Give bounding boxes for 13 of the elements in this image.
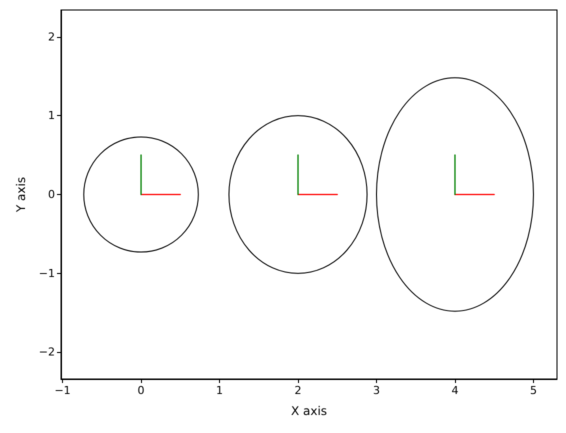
- y-tick-label: −1: [38, 266, 55, 280]
- y-tick-label: −2: [38, 346, 55, 359]
- y-axis-title: Y axis: [14, 176, 28, 214]
- x-tick-label: 4: [451, 384, 458, 397]
- x-tick-label: 1: [216, 384, 224, 397]
- y-tick-label: 2: [48, 30, 55, 44]
- x-tick-label: 0: [138, 384, 145, 397]
- x-axis-title: X axis: [290, 404, 328, 418]
- x-tick-label: 2: [294, 384, 302, 397]
- y-tick-label: 0: [48, 188, 55, 201]
- x-tick-label: 3: [372, 384, 380, 397]
- x-tick-label: 5: [530, 384, 537, 397]
- y-tick-label: 1: [48, 109, 55, 122]
